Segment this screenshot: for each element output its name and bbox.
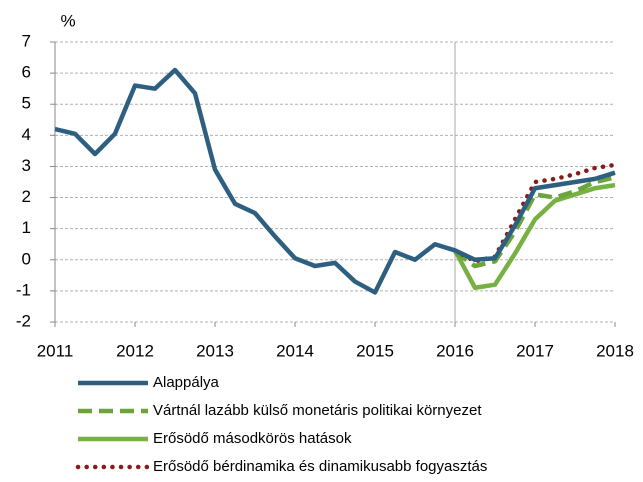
legend-label: Alappálya [153, 374, 220, 391]
y-axis-label: % [60, 11, 75, 30]
series-line [453, 175, 616, 269]
y-tick-label: -2 [16, 311, 31, 330]
x-tick-label: 2016 [436, 341, 474, 360]
legend-label: Vártnál lazább külső monetáris politikai… [153, 402, 482, 419]
legend-label: Erősödő bérdinamika és dinamikusabb fogy… [153, 458, 487, 475]
y-tick-label: 3 [22, 156, 31, 175]
x-tick-label: 2011 [37, 341, 74, 360]
series-line [453, 182, 616, 291]
y-tick-label: 1 [22, 218, 31, 237]
x-tick-label: 2017 [516, 341, 554, 360]
y-tick-label: -1 [16, 280, 31, 299]
y-tick-label: 6 [22, 63, 31, 82]
y-tick-label: 2 [22, 187, 31, 206]
y-tick-label: 5 [22, 94, 31, 113]
x-tick-label: 2015 [356, 341, 394, 360]
series-line [54, 67, 616, 295]
legend-label: Erősödő másodkörös hatások [153, 430, 352, 447]
x-tick-label: 2013 [196, 341, 234, 360]
x-tick-label: 2012 [116, 341, 154, 360]
y-tick-label: 7 [22, 31, 31, 50]
x-tick-label: 2014 [276, 341, 314, 360]
y-tick-label: 4 [22, 125, 31, 144]
y-tick-label: 0 [22, 249, 31, 268]
series-line [452, 162, 618, 264]
x-tick-label: 2018 [596, 341, 634, 360]
